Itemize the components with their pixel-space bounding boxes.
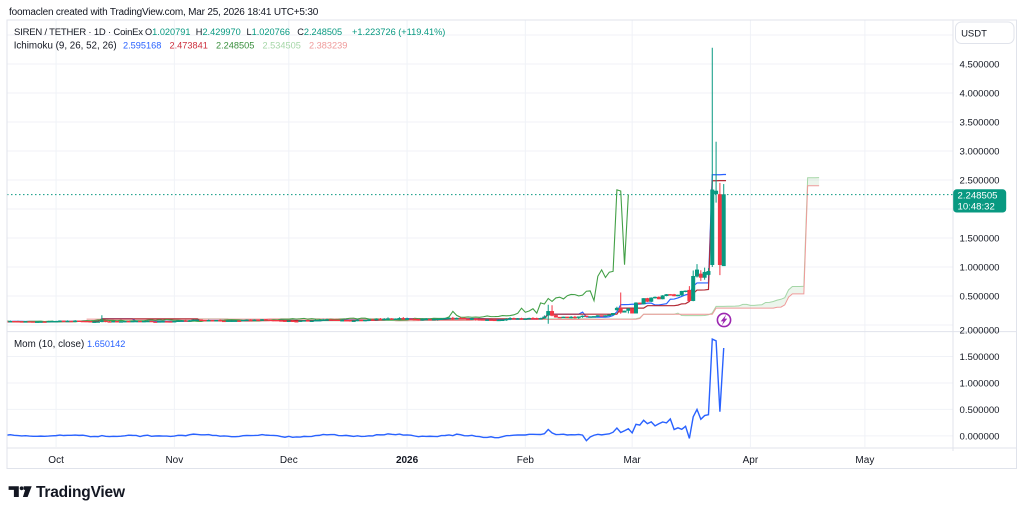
svg-text:2.000000: 2.000000 (960, 325, 1000, 336)
svg-text:4.000000: 4.000000 (960, 88, 1000, 99)
svg-text:Mom (10, close)1.650142: Mom (10, close) 1.650142 (14, 339, 125, 350)
svg-text:1.000000: 1.000000 (960, 378, 1000, 389)
svg-text:May: May (855, 455, 874, 466)
svg-text:TradingView: TradingView (36, 484, 126, 501)
svg-text:4.500000: 4.500000 (960, 59, 1000, 70)
svg-text:1.500000: 1.500000 (960, 233, 1000, 244)
svg-text:3.500000: 3.500000 (960, 117, 1000, 128)
svg-text:Feb: Feb (517, 455, 535, 466)
svg-text:2.248505: 2.248505 (958, 191, 998, 202)
svg-text:3.000000: 3.000000 (960, 146, 1000, 157)
svg-text:USDT: USDT (961, 28, 987, 39)
svg-text:Ichimoku (9, 26, 52, 26)2.5951: Ichimoku (9, 26, 52, 26) 2.595168 2.473841… (14, 41, 348, 52)
svg-text:2.500000: 2.500000 (960, 175, 1000, 186)
svg-text:0.000000: 0.000000 (960, 431, 1000, 442)
svg-text:Nov: Nov (165, 455, 183, 466)
svg-text:2026: 2026 (396, 455, 419, 466)
svg-text:Apr: Apr (743, 455, 759, 466)
svg-text:Dec: Dec (280, 455, 298, 466)
svg-text:foomaclen created with Trading: foomaclen created with TradingView.com, … (9, 7, 319, 18)
svg-text:1.000000: 1.000000 (960, 262, 1000, 273)
svg-text:0.500000: 0.500000 (960, 405, 1000, 416)
svg-text:1.500000: 1.500000 (960, 352, 1000, 363)
svg-text:Oct: Oct (48, 455, 64, 466)
svg-text:0.500000: 0.500000 (960, 291, 1000, 302)
svg-text:10:48:32: 10:48:32 (958, 201, 995, 212)
svg-text:Mar: Mar (624, 455, 642, 466)
